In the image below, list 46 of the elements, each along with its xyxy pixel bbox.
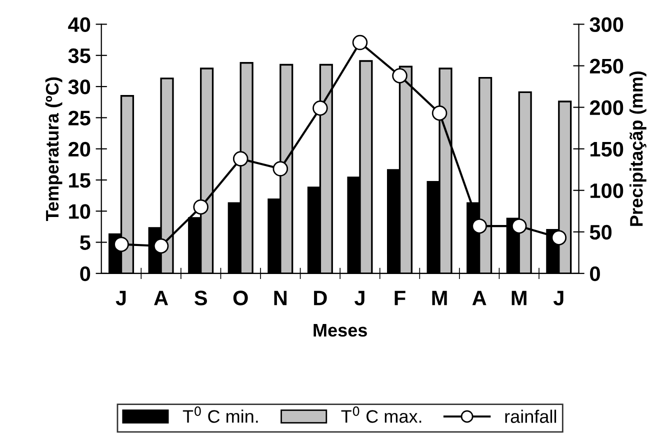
x-tick-label: J xyxy=(553,290,564,306)
y-tick-label: 35 xyxy=(68,48,90,64)
x-tick-label: A xyxy=(472,290,486,306)
y-tick-label: 0 xyxy=(80,266,90,282)
point xyxy=(232,151,248,166)
point xyxy=(272,161,288,176)
y-tick-label: 30 xyxy=(68,80,90,94)
point xyxy=(193,199,208,215)
y-tick-label: 40 xyxy=(68,17,90,32)
x-tick-label: J xyxy=(116,290,126,306)
x-tick-label: D xyxy=(314,290,327,306)
point xyxy=(432,105,448,121)
y2-tick-label: 150 xyxy=(590,142,624,157)
point xyxy=(511,218,527,234)
point xyxy=(114,236,129,252)
y2-tick-label: 200 xyxy=(590,100,624,116)
x-tick-label: A xyxy=(154,290,168,306)
y2-tick-label: 300 xyxy=(590,17,624,32)
point xyxy=(352,34,368,50)
x-tick-label: F xyxy=(394,290,406,306)
y-tick-label: 15 xyxy=(69,173,90,188)
x-tick-label: N xyxy=(274,290,287,306)
legend-label: T$^{0}$ C max. xyxy=(341,406,422,423)
x-tick-label: M xyxy=(432,290,447,306)
x-tick-label: M xyxy=(512,290,526,306)
y2-tick-label: 0 xyxy=(590,266,600,282)
x-tick-label: J xyxy=(354,290,364,306)
point xyxy=(551,230,567,246)
y2-axis-title: Precipitaçãp (mm) xyxy=(630,71,646,226)
y-tick-label: 20 xyxy=(68,142,90,157)
legend-label: T$^{0}$ C min. xyxy=(182,406,258,423)
y-axis-title: Temperatura (ºC) xyxy=(45,77,62,221)
y-tick-label: 10 xyxy=(69,204,90,219)
legend-label: rainfall xyxy=(505,410,556,423)
point xyxy=(312,100,328,116)
x-tick-label: S xyxy=(194,290,207,306)
y2-tick-label: 50 xyxy=(590,224,612,240)
y2-tick-label: 100 xyxy=(590,183,624,198)
y2-tick-label: 250 xyxy=(590,58,624,74)
point xyxy=(392,68,408,84)
point xyxy=(153,238,169,254)
point xyxy=(472,218,487,234)
y-tick-label: 5 xyxy=(80,235,90,250)
y-tick-label: 25 xyxy=(68,110,90,126)
x-axis-title: Meses xyxy=(314,324,367,337)
x-tick-label: O xyxy=(233,290,248,306)
